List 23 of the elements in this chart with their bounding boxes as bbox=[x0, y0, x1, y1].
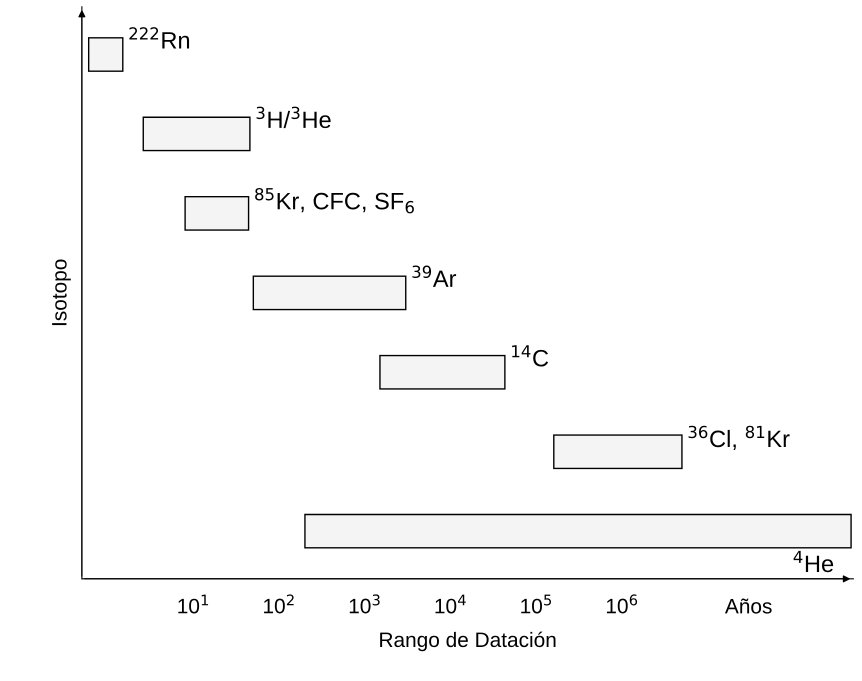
x-tick-label: 10$^{1}$ bbox=[178, 594, 208, 614]
x-tick-label: 10$^{4}$ bbox=[436, 594, 466, 614]
x-tick-label: 10$^{3}$ bbox=[350, 594, 380, 614]
x-tick-label: 10$^{6}$ bbox=[606, 594, 638, 614]
y-tick-label: $^{4}$He bbox=[794, 550, 834, 572]
y-tick-label: $^{36}$Cl, $^{81}$Kr bbox=[688, 426, 790, 450]
bar bbox=[252, 275, 406, 310]
bar bbox=[88, 37, 124, 72]
x-axis-title: Rango de Datación bbox=[380, 632, 556, 652]
x-tick-label: 10$^{5}$ bbox=[521, 594, 552, 614]
x-tick-label: 10$^{2}$ bbox=[264, 594, 294, 614]
bar bbox=[379, 354, 506, 390]
y-tick-label: $^{14}$C bbox=[512, 345, 548, 367]
y-tick-label: $^{85}$Kr, CFC, SF$_{6}$ bbox=[255, 188, 414, 214]
y-tick-label: $^{39}$Ar bbox=[412, 266, 456, 287]
bar bbox=[184, 196, 250, 231]
y-tick-label: $^{3}$H/$^{3}$He bbox=[256, 106, 331, 128]
y-axis-title: Isotopo bbox=[52, 260, 71, 326]
bar bbox=[553, 434, 683, 470]
bar bbox=[304, 514, 852, 549]
x-tick-label: Años bbox=[724, 598, 772, 614]
y-tick-label: $^{222}$Rn bbox=[129, 27, 190, 48]
bar bbox=[142, 116, 251, 152]
